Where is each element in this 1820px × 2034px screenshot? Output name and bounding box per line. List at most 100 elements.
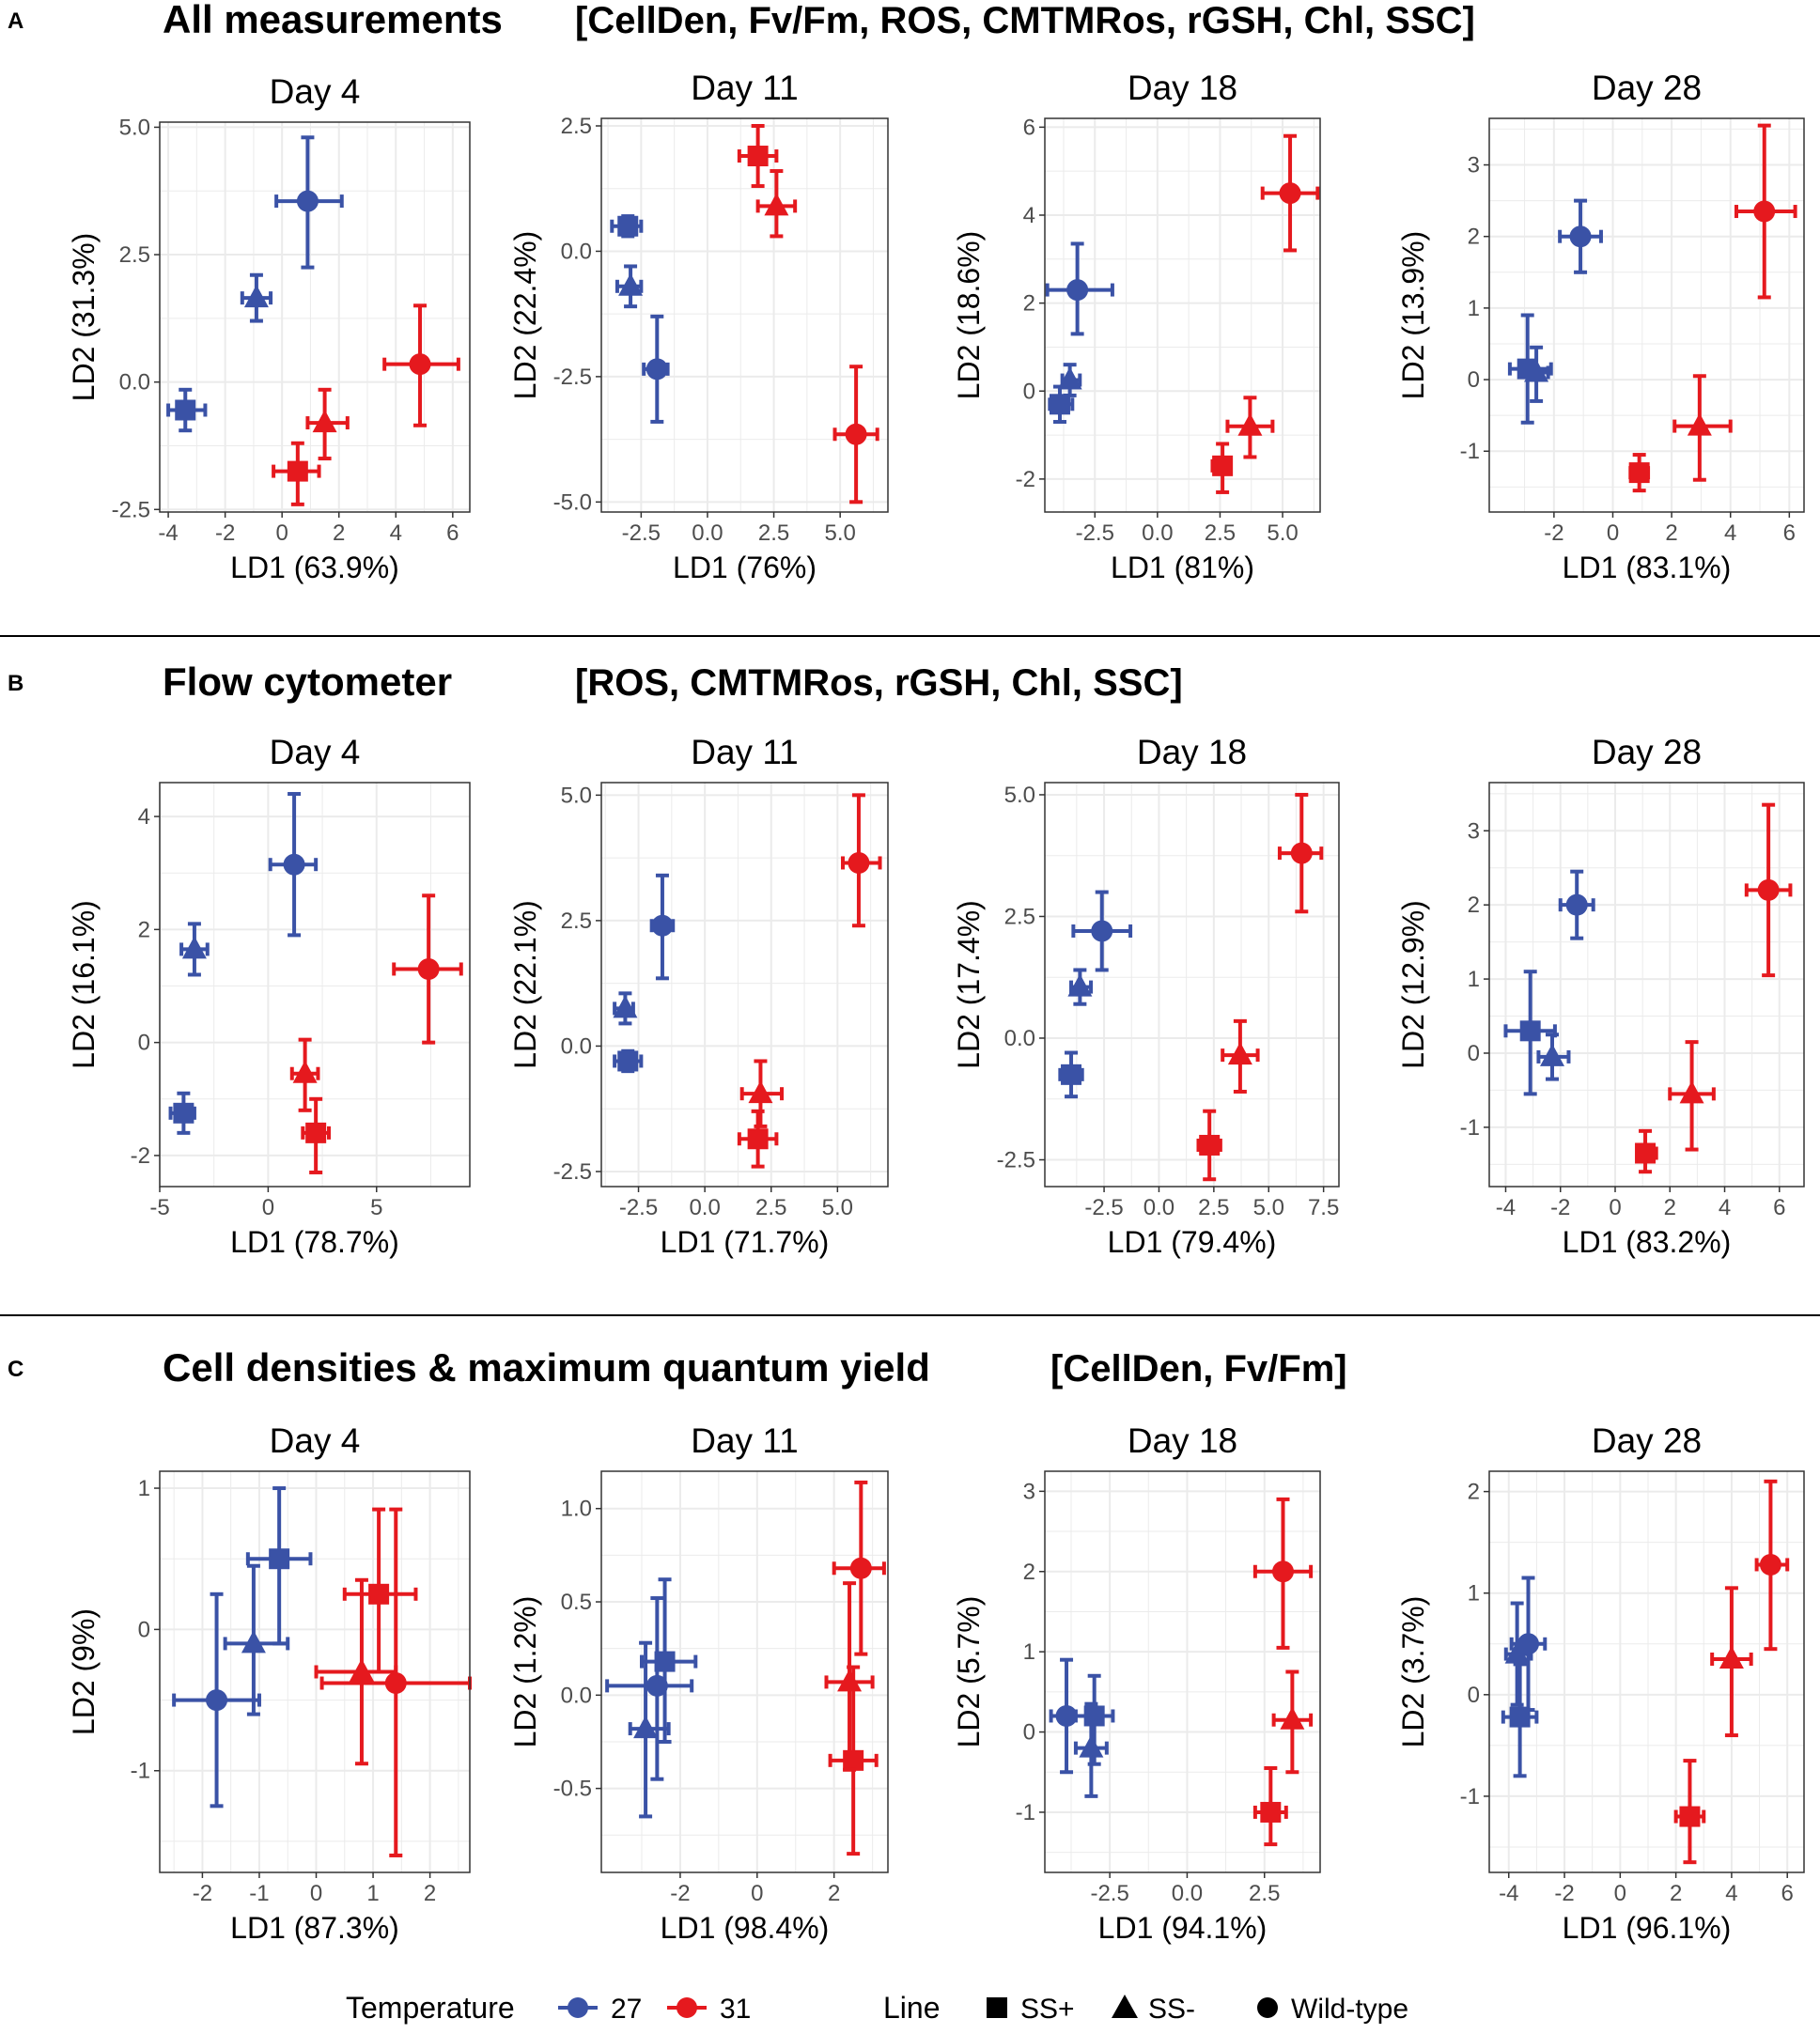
- data-point: [172, 1591, 261, 1809]
- data-point: [613, 1048, 644, 1074]
- data-point: [610, 214, 644, 239]
- y-tick-label: 4: [1023, 203, 1035, 228]
- panel-title: Day 28: [1592, 1421, 1702, 1460]
- marker-triangle: [1237, 412, 1263, 436]
- legend-line-wild-type: Wild-type: [1257, 1994, 1408, 2025]
- x-tick-label: 2.5: [1249, 1881, 1280, 1906]
- marker-circle: [1279, 182, 1301, 205]
- marker-circle: [283, 853, 305, 876]
- marker-square: [617, 1050, 639, 1072]
- y-tick-label: 0.0: [119, 370, 150, 396]
- y-axis-label: LD2 (13.9%): [1396, 231, 1430, 400]
- data-point: [1672, 374, 1733, 482]
- marker-square: [747, 146, 769, 167]
- y-tick-label: 0: [1468, 1683, 1480, 1708]
- x-tick-label: 2: [1665, 520, 1677, 546]
- data-point: [1536, 1033, 1571, 1081]
- y-tick-label: 0: [1468, 1041, 1480, 1066]
- y-axis-label: LD2 (3.7%): [1396, 1596, 1430, 1748]
- section-vars: [CellDen, Fv/Fm, ROS, CMTMRos, rGSH, Chl…: [575, 0, 1475, 41]
- x-tick-label: -2: [670, 1881, 690, 1906]
- y-tick-label: 4: [138, 804, 150, 830]
- section-a: A All measurements [CellDen, Fv/Fm, ROS, C…: [0, 0, 1820, 637]
- panel-day-28: -4 -2 0 2 4 6 -1 0 1 2 Day 28 LD1 (96.1%) LD2 (3.7%): [1396, 1421, 1805, 1945]
- marker-circle: [1290, 842, 1313, 864]
- marker-circle: [651, 914, 674, 937]
- plot-background: [1489, 118, 1804, 512]
- marker-circle: [845, 423, 867, 445]
- legend-temp-label: 27: [611, 1994, 642, 2025]
- data-point: [240, 272, 273, 323]
- y-tick-label: 5.0: [119, 115, 150, 140]
- legend: Temperature 27 31 Line SS+ SS- Wild-type: [346, 1991, 1408, 2025]
- x-tick-label: 0: [276, 520, 288, 546]
- marker-circle: [1271, 1560, 1294, 1583]
- y-tick-label: -2.5: [553, 365, 592, 390]
- y-tick-label: 0.5: [561, 1590, 592, 1615]
- y-tick-label: 0: [1468, 367, 1480, 393]
- y-tick-label: -1: [1460, 1784, 1480, 1809]
- data-point: [274, 135, 344, 270]
- y-axis-label: LD2 (31.3%): [67, 233, 101, 402]
- data-point: [832, 365, 879, 505]
- data-point: [1071, 890, 1133, 972]
- x-tick-label: 2.5: [1198, 1195, 1229, 1220]
- marker-triangle: [241, 1630, 266, 1654]
- x-tick-label: -2.5: [622, 520, 661, 546]
- y-tick-label: 0.0: [561, 239, 592, 264]
- x-tick-label: -4: [1496, 1195, 1516, 1220]
- x-tick-label: 0.0: [692, 520, 723, 546]
- data-point: [1271, 1669, 1314, 1775]
- marker-square: [617, 215, 639, 237]
- marker-square: [1199, 1134, 1221, 1156]
- y-tick-label: -1: [1460, 439, 1480, 464]
- panel-border: [159, 121, 471, 513]
- panel-title: Day 11: [691, 733, 799, 771]
- x-axis-label: LD1 (98.4%): [661, 1911, 830, 1945]
- x-axis-label: LD1 (87.3%): [230, 1911, 399, 1945]
- circle-icon: [1257, 1997, 1278, 2018]
- data-point: [1057, 363, 1082, 397]
- marker-triangle: [1719, 1645, 1744, 1669]
- data-point: [1522, 345, 1550, 403]
- y-tick-label: 3: [1023, 1479, 1035, 1504]
- y-tick-label: 5.0: [561, 783, 592, 808]
- marker-triangle: [1540, 1043, 1564, 1066]
- panel-title: Day 28: [1592, 733, 1702, 771]
- data-point: [639, 1577, 698, 1744]
- data-point: [1277, 792, 1324, 914]
- y-tick-label: -2.5: [553, 1159, 592, 1185]
- panel-border: [1488, 117, 1805, 513]
- marker-square: [287, 460, 308, 482]
- panel-day-18: -2.5 0.0 2.5 -1 0 1 2 3 Day 18 LD1 (94.1%) LD2 (5.…: [952, 1421, 1321, 1945]
- section-vars: [CellDen, Fv/Fm]: [1050, 1348, 1347, 1390]
- panel-day-28: -4 -2 0 2 4 6 -1 0 1 2 3 Day 28 LD1 (83.2%) LD2 (12.9…: [1396, 733, 1805, 1259]
- y-tick-label: -1: [1016, 1800, 1035, 1825]
- y-tick-label: 2: [1468, 1480, 1480, 1505]
- marker-circle: [384, 1672, 407, 1695]
- square-icon: [987, 1997, 1007, 2018]
- data-point: [1045, 241, 1114, 336]
- y-tick-label: 0: [138, 1031, 150, 1056]
- x-tick-label: 6: [1783, 520, 1796, 546]
- x-tick-label: -2.5: [619, 1195, 658, 1220]
- y-tick-label: 0.0: [561, 1683, 592, 1708]
- data-point: [1628, 453, 1651, 493]
- panel-border: [1044, 782, 1340, 1188]
- y-tick-label: 0: [138, 1617, 150, 1642]
- panel-day-4: -2 -1 0 1 2 -1 0 1 Day 4 LD1 (87.3%) LD2 (9%): [67, 1421, 472, 1945]
- panel-day-4: -5 0 5 -2 0 2 4 Day 4 LD1 (78.7%) LD2 (16.1%): [67, 733, 471, 1259]
- data-point: [1673, 1759, 1706, 1865]
- x-tick-label: 2: [1670, 1881, 1682, 1906]
- y-tick-label: -1: [131, 1759, 150, 1784]
- x-tick-label: -2: [1544, 520, 1563, 546]
- x-tick-label: -2: [1554, 1881, 1574, 1906]
- y-tick-label: 0: [1023, 1720, 1035, 1746]
- legend-circle-icon: [677, 1997, 697, 2018]
- y-tick-label: 1: [1468, 1581, 1480, 1607]
- data-point: [737, 124, 779, 189]
- marker-circle: [296, 190, 319, 212]
- y-axis-label: LD2 (1.2%): [508, 1596, 542, 1748]
- panel-day-4: -4 -2 0 2 4 6 -2.5 0.0 2.5 5.0 Day 4 LD1 (63.9%) LD2…: [67, 72, 471, 584]
